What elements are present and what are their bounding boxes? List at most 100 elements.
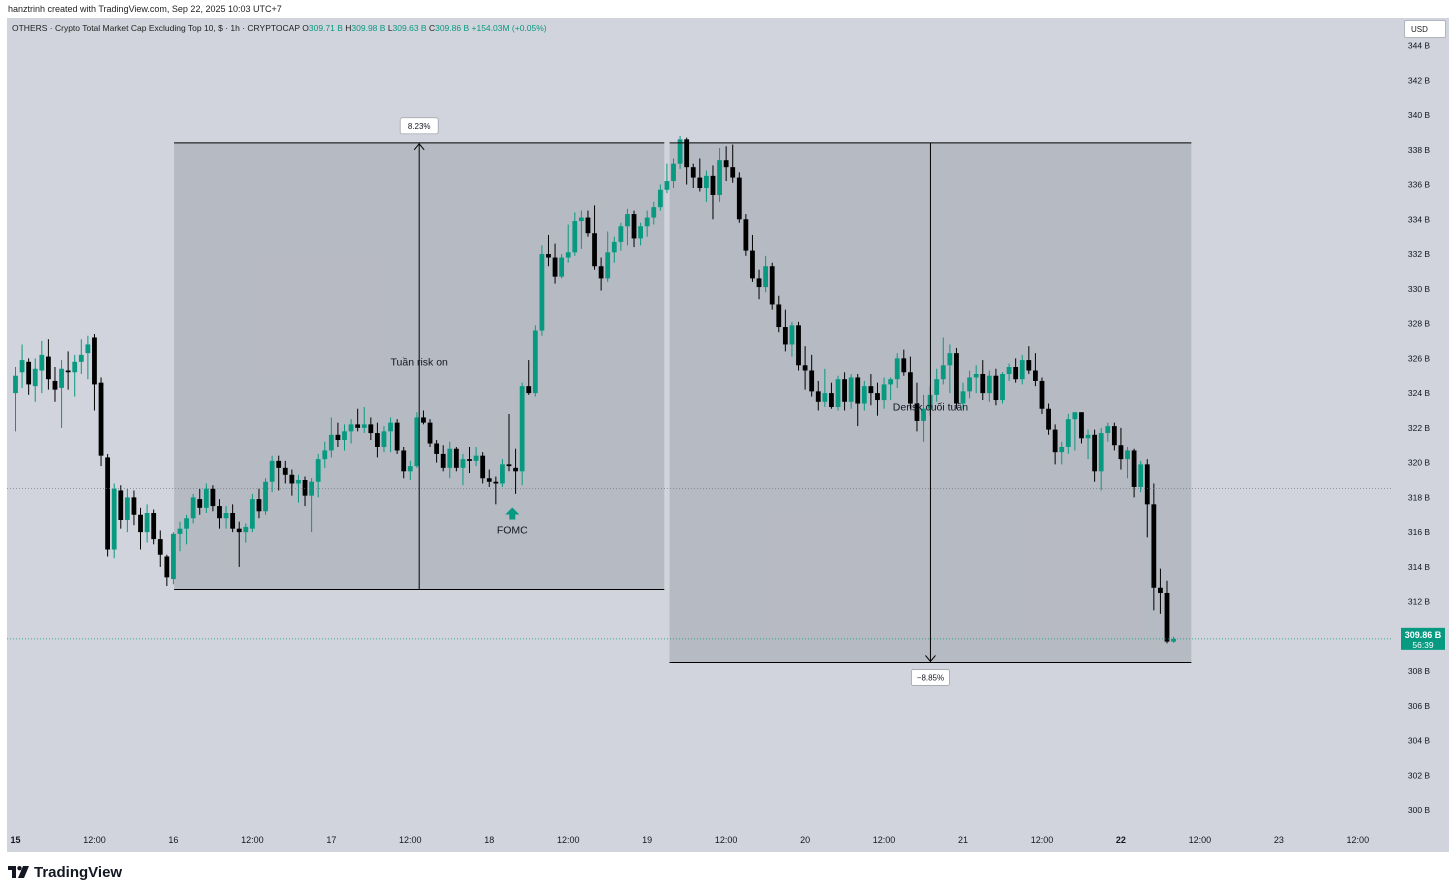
candle-body — [789, 325, 795, 345]
y-tick-label: 312 B — [1408, 597, 1431, 607]
x-tick-label: 12:00 — [1347, 835, 1370, 845]
candle-body — [269, 460, 275, 482]
candle-body — [1092, 434, 1098, 472]
candle-body — [855, 377, 861, 404]
candle-body — [526, 386, 532, 394]
candle-countdown: 56:39 — [1412, 640, 1434, 650]
currency-selector[interactable]: USD — [1404, 20, 1446, 38]
y-tick-label: 340 B — [1408, 110, 1431, 120]
candle-body — [546, 254, 551, 258]
candle-body — [618, 226, 624, 242]
chart-pane[interactable]: 8.23% −8.85% Tuần risk on Derisk cuối tuần F… — [7, 18, 1449, 852]
x-tick-label: 12:00 — [241, 835, 264, 845]
candle-body — [368, 424, 374, 434]
candle-body — [32, 368, 38, 387]
candle-body — [164, 556, 170, 578]
y-tick-label: 300 B — [1408, 805, 1431, 815]
candle-body — [704, 175, 709, 189]
candle-body — [184, 518, 189, 529]
x-tick-label: 23 — [1274, 835, 1284, 845]
candle-body — [46, 356, 51, 380]
candle-body — [453, 448, 459, 468]
candle-body — [1039, 380, 1045, 409]
y-tick-label: 316 B — [1408, 527, 1431, 537]
x-tick-label: 17 — [326, 835, 336, 845]
low-value: 309.63 B — [392, 23, 427, 33]
candle-body — [796, 325, 801, 366]
y-tick-label: 304 B — [1408, 736, 1431, 746]
y-tick-label: 322 B — [1408, 423, 1431, 433]
candle-body — [1026, 360, 1032, 371]
candle-body — [532, 330, 538, 394]
candle-body — [1033, 370, 1038, 381]
x-tick-label: 19 — [642, 835, 652, 845]
pct-tag-down: −8.85% — [917, 673, 944, 682]
candle-body — [750, 250, 755, 279]
candle-body — [1171, 638, 1176, 642]
candle-body — [328, 434, 334, 451]
candle-body — [1144, 464, 1150, 505]
y-tick-label: 320 B — [1408, 458, 1431, 468]
x-tick-label: 16 — [168, 835, 178, 845]
candle-body — [322, 450, 328, 460]
y-tick-label: 330 B — [1408, 284, 1431, 294]
candle-body — [434, 443, 440, 454]
candle-body — [592, 233, 597, 267]
candle-body — [1059, 446, 1065, 453]
candle-body — [401, 450, 407, 472]
candle-body — [342, 431, 347, 441]
candlestick-chart[interactable]: 8.23% −8.85% Tuần risk on Derisk cuối tuần F… — [7, 18, 1449, 852]
candle-body — [539, 254, 545, 331]
candle-body — [493, 481, 499, 484]
candle-body — [1052, 429, 1058, 453]
candle-body — [578, 217, 584, 222]
down-arrowhead-icon — [925, 655, 936, 663]
candle-body — [664, 181, 670, 190]
candle-body — [1111, 426, 1117, 446]
close-label: C — [428, 23, 436, 33]
x-tick-label: 21 — [958, 835, 968, 845]
candle-body — [26, 361, 32, 385]
candle-body — [72, 361, 78, 373]
candle-body — [203, 488, 209, 508]
candle-body — [210, 488, 216, 507]
candle-body — [756, 278, 762, 288]
candle-body — [348, 424, 354, 432]
candle-body — [111, 488, 117, 550]
last-price-value: 309.86 B — [1405, 630, 1442, 640]
open-value: 309.71 B — [308, 23, 343, 33]
candle-body — [611, 241, 617, 253]
candle-body — [723, 160, 729, 168]
x-tick-label: 12:00 — [83, 835, 106, 845]
candle-body — [440, 453, 446, 468]
y-tick-label: 338 B — [1408, 145, 1431, 155]
y-tick-label: 326 B — [1408, 353, 1431, 363]
candle-body — [85, 344, 91, 354]
candle-body — [13, 375, 18, 394]
candle-body — [243, 526, 249, 533]
candle-body — [829, 393, 834, 408]
candle-body — [815, 391, 821, 402]
candle-body — [500, 464, 505, 484]
candle-body — [513, 467, 518, 472]
candle-body — [171, 533, 176, 580]
candle-body — [677, 139, 683, 164]
candle-body — [954, 353, 959, 404]
symbol-legend: OTHERS · Crypto Total Market Cap Excludi… — [12, 23, 547, 33]
candle-body — [92, 337, 97, 385]
candle-body — [39, 354, 45, 371]
candle-body — [967, 377, 972, 392]
candle-body — [519, 386, 525, 472]
candle-body — [138, 514, 143, 533]
candle-body — [480, 455, 486, 479]
x-tick-label: 12:00 — [1031, 835, 1054, 845]
candle-body — [697, 177, 703, 189]
candle-body — [105, 457, 111, 550]
candle-body — [763, 266, 769, 288]
candle-body — [177, 528, 183, 534]
candle-body — [460, 459, 466, 468]
derisk-label: Derisk cuối tuần — [893, 401, 968, 413]
candle-body — [467, 459, 472, 461]
candle-body — [572, 221, 578, 253]
y-tick-label: 328 B — [1408, 319, 1431, 329]
